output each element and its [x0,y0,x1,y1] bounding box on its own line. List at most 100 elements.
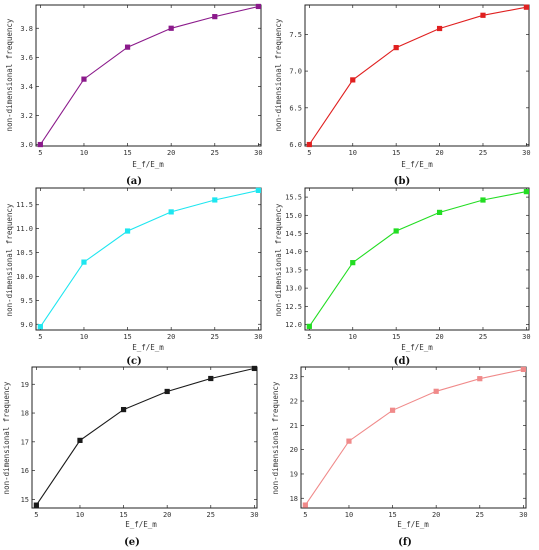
x-tick-label: 10 [345,511,353,519]
data-point [124,44,131,50]
y-axis-label: non-dimensional frequency [2,381,11,494]
chart-panel-f: 5 10 15 20 25 30 18 19 20 21 22 23 E_f/E_m non-dimens… [271,366,528,548]
data-point [346,438,352,444]
y-tick-label: 9.0 [20,321,33,329]
data-point [81,76,87,82]
data-point [302,502,308,508]
y-axis-label: non-dimensional frequency [271,381,280,494]
x-tick-label: 5 [38,149,42,157]
x-tick-label: 15 [123,333,131,341]
chart-panel-b: 5 10 15 20 25 30 6.0 6.5 7.0 7.5 E_f/E_m non-dimens… [274,4,531,187]
data-point [393,44,399,51]
y-tick-label: 15.5 [285,194,302,202]
data-point [306,323,312,329]
chart-panel-d: 5 10 15 20 25 30 12.0 12.5 13.0 13.5 14.0 14.5 15.0 1… [274,187,531,367]
data-point [37,141,43,148]
data-point [164,388,170,395]
x-tick-label: 20 [167,333,175,341]
series-line [308,191,527,327]
data-point [208,375,214,382]
x-tick-label: 15 [123,149,131,157]
x-tick-label: 20 [167,149,175,157]
data-point [433,388,439,394]
x-axis-label: E_f/E_m [397,520,429,529]
y-tick-label: 22 [290,398,298,406]
y-tick-label: 6.5 [289,104,302,112]
y-tick-label: 7.5 [289,31,302,39]
y-tick-label: 6.0 [289,141,302,149]
x-tick-label: 25 [479,149,487,157]
x-tick-label: 5 [34,511,38,519]
series-line [308,6,527,145]
series-line [35,367,255,506]
x-tick-label: 30 [250,511,258,519]
y-tick-label: 18 [290,495,298,503]
data-point [477,376,483,382]
y-axis-label: non-dimensional frequency [274,18,283,131]
x-tick-label: 15 [388,511,396,519]
data-point [168,25,174,31]
panel-caption: (b) [394,176,410,187]
panel-caption: (f) [398,537,412,548]
y-tick-label: 7.0 [289,68,302,76]
chart-panel-a: 5 10 15 20 25 30 3.0 3.2 3.4 3.6 3.8 E_f/E_m non-dim… [5,3,263,187]
plot-frame [300,366,527,509]
y-tick-label: 15 [21,496,29,504]
panel-caption: (c) [126,356,142,367]
y-tick-label: 15.0 [285,212,302,220]
x-axis-label: E_f/E_m [401,160,433,169]
x-tick-label: 30 [519,511,527,519]
x-axis-label: E_f/E_m [132,343,164,352]
x-tick-label: 20 [435,333,443,341]
data-point [436,25,443,32]
data-point [350,77,356,83]
x-tick-label: 25 [476,511,484,519]
y-tick-label: 11.0 [16,225,33,233]
y-tick-label: 3.2 [20,112,33,120]
chart-panel-e: 5 10 15 20 25 30 15 16 17 18 19 E_f/E_m non-dimensio… [2,365,259,548]
x-axis-label: E_f/E_m [132,160,164,169]
y-tick-label: 3.8 [20,25,33,33]
x-tick-label: 5 [303,511,307,519]
data-point [255,187,261,193]
x-tick-label: 30 [522,149,530,157]
series-line [304,368,524,506]
y-tick-label: 21 [290,422,298,430]
panel-caption: (e) [124,537,140,548]
data-point [124,228,131,234]
data-point [251,365,257,372]
x-tick-label: 15 [392,149,400,157]
x-tick-label: 25 [211,333,219,341]
chart-panel-c: 5 10 15 20 25 30 9.0 9.5 10.0 10.5 11.0 11.5 E_f/E_m… [5,187,263,367]
data-point [389,407,396,413]
data-point [255,3,261,10]
y-tick-label: 13.0 [285,285,302,293]
data-point [168,209,174,215]
data-point [120,406,127,413]
x-tick-label: 15 [119,511,127,519]
y-tick-label: 10.5 [16,249,33,257]
plot-frame [35,187,262,331]
data-point [480,197,486,203]
x-tick-label: 25 [207,511,215,519]
x-tick-label: 20 [163,511,171,519]
x-axis-label: E_f/E_m [401,343,433,352]
y-tick-label: 13.5 [285,266,302,274]
x-axis-label: E_f/E_m [125,520,157,529]
panel-caption: (a) [126,176,142,187]
y-tick-label: 19 [290,470,298,478]
y-tick-label: 3.6 [20,54,33,62]
y-axis-label: non-dimensional frequency [5,18,14,131]
data-point [212,14,218,20]
y-tick-label: 19 [21,381,29,389]
plot-frame [31,366,258,509]
data-point [523,189,529,195]
x-tick-label: 5 [307,149,311,157]
data-point [306,141,312,148]
x-tick-label: 15 [392,333,400,341]
y-tick-label: 10.0 [16,273,33,281]
plot-frame [304,4,530,147]
x-tick-label: 20 [435,149,443,157]
y-tick-label: 23 [290,373,298,381]
plot-frame [35,4,262,147]
